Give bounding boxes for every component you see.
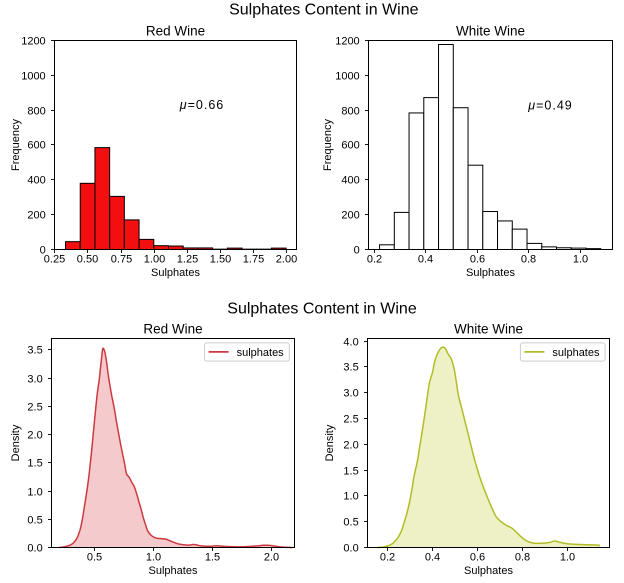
svg-text:1.0: 1.0 xyxy=(146,552,161,564)
svg-text:0.4: 0.4 xyxy=(418,254,433,266)
svg-text:sulphates: sulphates xyxy=(552,347,600,359)
svg-text:400: 400 xyxy=(341,174,359,186)
svg-text:0.5: 0.5 xyxy=(343,516,358,528)
svg-text:3.5: 3.5 xyxy=(343,361,358,373)
svg-text:1.00: 1.00 xyxy=(144,254,165,266)
svg-text:0.6: 0.6 xyxy=(470,552,485,564)
svg-text:μ=0.66: μ=0.66 xyxy=(179,98,225,112)
svg-text:1.0: 1.0 xyxy=(573,254,588,266)
svg-text:0.25: 0.25 xyxy=(44,254,65,266)
svg-text:1.5: 1.5 xyxy=(27,457,42,469)
svg-text:0.4: 0.4 xyxy=(425,552,440,564)
svg-text:0.5: 0.5 xyxy=(87,552,102,564)
svg-text:Sulphates: Sulphates xyxy=(466,267,515,279)
svg-text:600: 600 xyxy=(341,139,359,151)
svg-text:1000: 1000 xyxy=(21,70,45,82)
svg-text:2.0: 2.0 xyxy=(27,429,42,441)
svg-text:0.0: 0.0 xyxy=(27,542,42,554)
svg-text:0.8: 0.8 xyxy=(521,254,536,266)
svg-text:800: 800 xyxy=(27,105,45,117)
svg-text:0.8: 0.8 xyxy=(515,552,530,564)
svg-text:1200: 1200 xyxy=(21,35,45,47)
svg-text:Sulphates: Sulphates xyxy=(149,565,198,577)
svg-text:4.0: 4.0 xyxy=(343,336,358,348)
svg-text:Sulphates Content in Wine: Sulphates Content in Wine xyxy=(229,2,419,19)
svg-text:1000: 1000 xyxy=(335,70,359,82)
svg-text:Sulphates Content in Wine: Sulphates Content in Wine xyxy=(227,301,417,318)
svg-text:sulphates: sulphates xyxy=(237,347,285,359)
svg-text:1.0: 1.0 xyxy=(560,552,575,564)
svg-text:Sulphates: Sulphates xyxy=(464,565,513,577)
svg-text:0: 0 xyxy=(40,244,46,256)
svg-text:200: 200 xyxy=(27,209,45,221)
svg-text:800: 800 xyxy=(341,105,359,117)
svg-text:Red Wine: Red Wine xyxy=(143,322,202,337)
svg-text:White Wine: White Wine xyxy=(454,322,523,337)
svg-text:2.5: 2.5 xyxy=(343,413,358,425)
svg-text:1.5: 1.5 xyxy=(205,552,220,564)
svg-text:0.0: 0.0 xyxy=(343,542,358,554)
svg-text:1.0: 1.0 xyxy=(27,486,42,498)
svg-text:0.75: 0.75 xyxy=(111,254,132,266)
svg-text:Density: Density xyxy=(324,424,336,461)
svg-text:200: 200 xyxy=(341,209,359,221)
svg-text:White Wine: White Wine xyxy=(456,24,525,39)
svg-text:Red Wine: Red Wine xyxy=(146,24,205,39)
svg-text:Frequency: Frequency xyxy=(322,119,334,171)
svg-text:1200: 1200 xyxy=(335,35,359,47)
svg-text:Frequency: Frequency xyxy=(10,119,22,171)
svg-text:0.50: 0.50 xyxy=(77,254,98,266)
svg-text:1.25: 1.25 xyxy=(177,254,198,266)
svg-text:1.5: 1.5 xyxy=(343,465,358,477)
svg-text:0.5: 0.5 xyxy=(27,514,42,526)
svg-text:2.00: 2.00 xyxy=(276,254,297,266)
svg-text:Sulphates: Sulphates xyxy=(151,267,200,279)
svg-text:Density: Density xyxy=(10,424,22,461)
svg-text:3.0: 3.0 xyxy=(27,373,42,385)
svg-text:0.2: 0.2 xyxy=(367,254,382,266)
svg-text:600: 600 xyxy=(27,139,45,151)
svg-text:1.50: 1.50 xyxy=(210,254,231,266)
svg-text:0: 0 xyxy=(354,244,360,256)
svg-text:μ=0.49: μ=0.49 xyxy=(527,99,573,113)
svg-text:0.6: 0.6 xyxy=(470,254,485,266)
svg-text:0.2: 0.2 xyxy=(380,552,395,564)
svg-text:2.0: 2.0 xyxy=(343,439,358,451)
svg-text:3.0: 3.0 xyxy=(343,387,358,399)
svg-text:400: 400 xyxy=(27,174,45,186)
svg-text:3.5: 3.5 xyxy=(27,344,42,356)
svg-text:2.5: 2.5 xyxy=(27,401,42,413)
svg-text:1.75: 1.75 xyxy=(243,254,264,266)
svg-text:2.0: 2.0 xyxy=(264,552,279,564)
svg-text:1.0: 1.0 xyxy=(343,490,358,502)
